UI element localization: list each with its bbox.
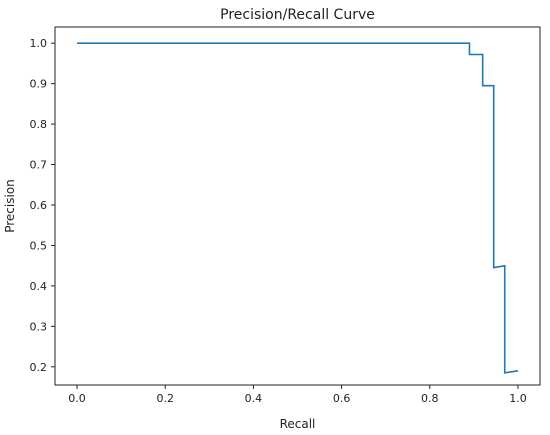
- chart-title: Precision/Recall Curve: [220, 7, 375, 23]
- x-axis-ticks: 0.0 0.2 0.4 0.6 0.8 1.0: [68, 385, 527, 405]
- y-tick-label: 0.9: [30, 78, 48, 91]
- x-tick-label: 0.8: [421, 392, 439, 405]
- y-tick-label: 0.7: [30, 159, 48, 172]
- y-tick-label: 0.3: [30, 320, 48, 333]
- y-tick-label: 0.6: [30, 199, 48, 212]
- y-tick-label: 0.5: [30, 239, 48, 252]
- precision-recall-line: [77, 42, 519, 374]
- x-tick-label: 0.2: [156, 392, 174, 405]
- y-tick-label: 0.4: [30, 280, 48, 293]
- plot-area-frame: [54, 26, 541, 386]
- y-tick-label: 1.0: [30, 37, 48, 50]
- x-axis-label: Recall: [280, 417, 316, 431]
- y-axis-label: Precision: [3, 179, 17, 233]
- y-tick-label: 0.8: [30, 118, 48, 131]
- x-tick-label: 0.4: [245, 392, 263, 405]
- x-tick-label: 0.0: [68, 392, 86, 405]
- y-axis-ticks: 0.2 0.3 0.4 0.5 0.6 0.7 0.8 0.9 1.0: [30, 37, 55, 374]
- x-tick-label: 1.0: [509, 392, 527, 405]
- y-tick-label: 0.2: [30, 361, 48, 374]
- x-tick-label: 0.6: [333, 392, 351, 405]
